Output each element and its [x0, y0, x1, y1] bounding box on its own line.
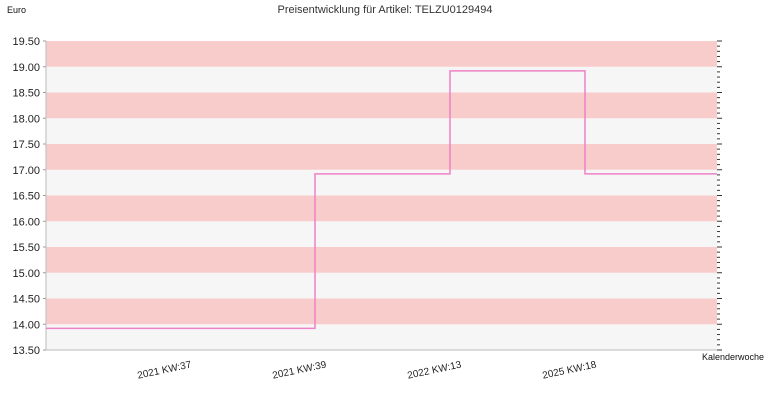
- x-tick-label: 2025 KW:18: [542, 359, 598, 381]
- y-tick-label: 14.00: [12, 319, 40, 331]
- grid-band: [46, 195, 717, 222]
- grid-band: [46, 247, 717, 273]
- y-axis-label: Euro: [7, 5, 27, 15]
- grid-band: [46, 118, 717, 144]
- y-tick-label: 13.50: [12, 345, 40, 357]
- x-tick-label: 2021 KW:37: [137, 359, 193, 381]
- y-tick-label: 19.50: [12, 36, 40, 48]
- x-tick-label: 2022 KW:13: [407, 359, 463, 381]
- grid-band: [46, 221, 717, 247]
- y-tick-label: 18.50: [12, 88, 40, 100]
- y-tick-label: 19.00: [12, 62, 40, 74]
- y-tick-label: 16.00: [12, 216, 40, 228]
- chart-title: Preisentwicklung für Artikel: TELZU01294…: [277, 4, 493, 16]
- grid-band: [46, 66, 717, 93]
- y-tick-label: 14.50: [12, 294, 40, 306]
- y-tick-label: 16.50: [12, 191, 40, 203]
- y-tick-label: 15.50: [12, 242, 40, 254]
- y-tick-label: 18.00: [12, 113, 40, 125]
- grid-band: [46, 41, 717, 67]
- grid-band: [46, 144, 717, 170]
- grid-band: [46, 272, 717, 299]
- y-tick-label: 15.00: [12, 268, 40, 280]
- grid-band: [46, 298, 717, 325]
- series-line: [46, 70, 717, 330]
- x-axis-label: Kalenderwoche: [701, 352, 764, 362]
- grid-band: [46, 92, 717, 119]
- y-tick-label: 17.50: [12, 139, 40, 151]
- y-tick-label: 17.00: [12, 165, 40, 177]
- x-tick-label: 2021 KW:39: [272, 359, 328, 381]
